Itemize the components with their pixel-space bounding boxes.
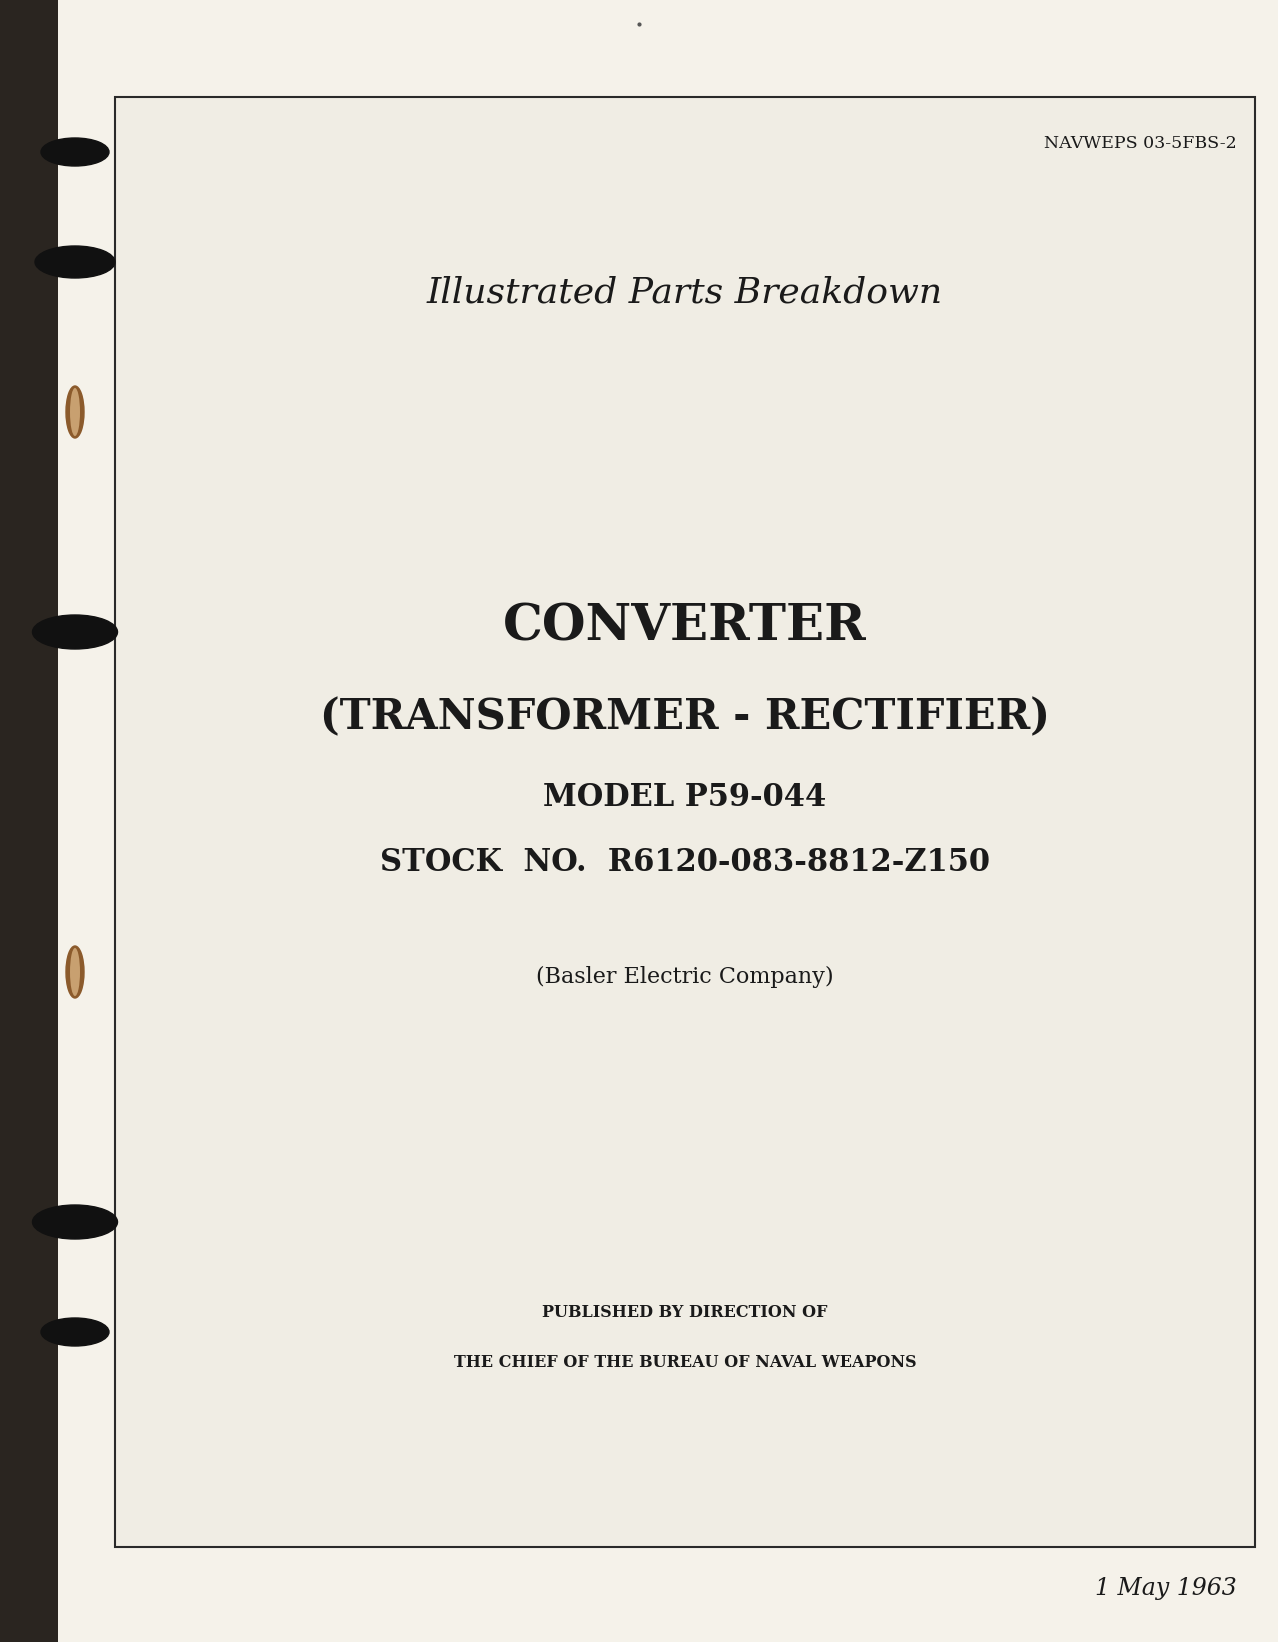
Ellipse shape bbox=[32, 1205, 118, 1240]
Text: THE CHIEF OF THE BUREAU OF NAVAL WEAPONS: THE CHIEF OF THE BUREAU OF NAVAL WEAPONS bbox=[454, 1353, 916, 1371]
Ellipse shape bbox=[32, 616, 118, 649]
Text: MODEL P59-044: MODEL P59-044 bbox=[543, 782, 827, 813]
Ellipse shape bbox=[70, 388, 81, 437]
Ellipse shape bbox=[41, 1319, 109, 1346]
Text: CONVERTER: CONVERTER bbox=[504, 603, 866, 652]
Ellipse shape bbox=[35, 246, 115, 277]
Text: 1 May 1963: 1 May 1963 bbox=[1095, 1576, 1237, 1599]
Ellipse shape bbox=[41, 138, 109, 166]
Text: (Basler Electric Company): (Basler Electric Company) bbox=[537, 965, 833, 988]
Text: NAVWEPS 03-5FBS-2: NAVWEPS 03-5FBS-2 bbox=[1044, 135, 1237, 153]
Text: Illustrated Parts Breakdown: Illustrated Parts Breakdown bbox=[427, 274, 943, 309]
FancyBboxPatch shape bbox=[115, 97, 1255, 1547]
Text: PUBLISHED BY DIRECTION OF: PUBLISHED BY DIRECTION OF bbox=[542, 1304, 828, 1320]
Text: (TRANSFORMER - RECTIFIER): (TRANSFORMER - RECTIFIER) bbox=[320, 696, 1051, 737]
Text: STOCK  NO.  R6120-083-8812-Z150: STOCK NO. R6120-083-8812-Z150 bbox=[380, 847, 990, 877]
Bar bbox=[0, 0, 58, 1642]
Ellipse shape bbox=[70, 947, 81, 997]
Ellipse shape bbox=[66, 386, 84, 438]
Ellipse shape bbox=[66, 946, 84, 998]
